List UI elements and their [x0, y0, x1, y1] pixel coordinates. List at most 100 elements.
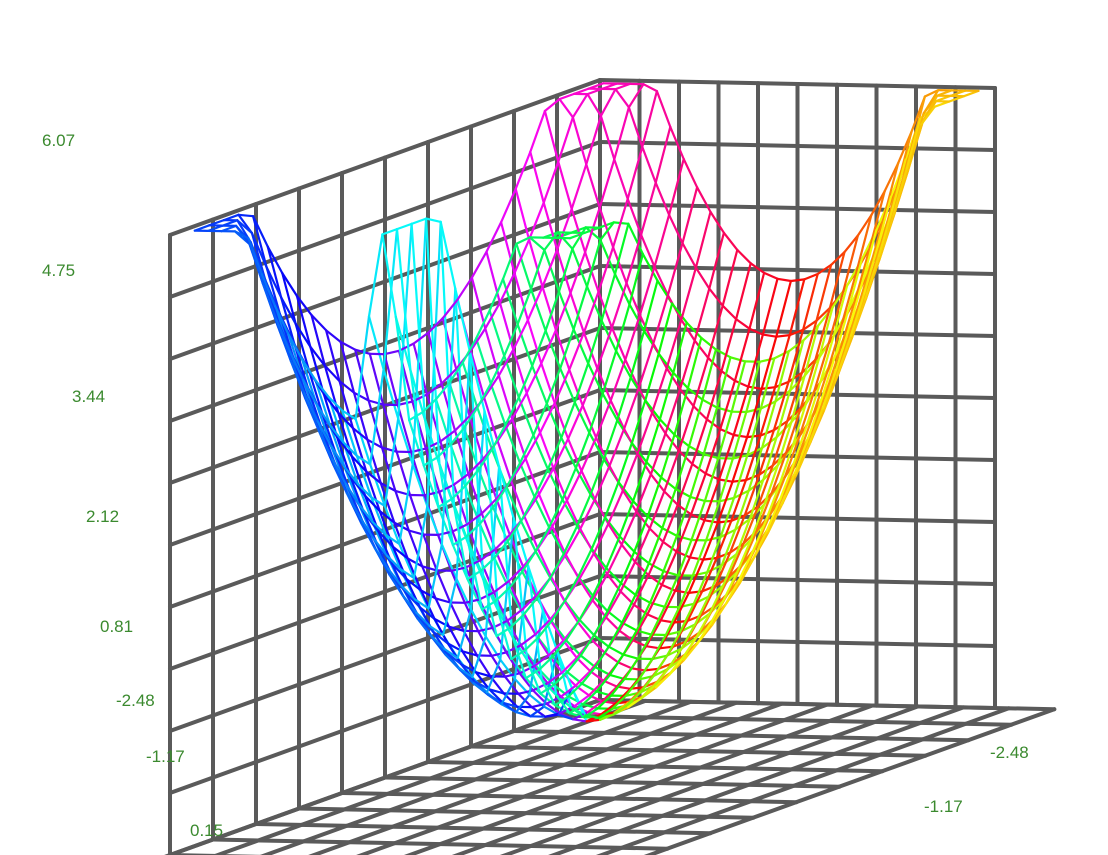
mesh-line: [598, 206, 615, 249]
mesh-line: [602, 679, 619, 688]
mesh-line: [383, 353, 399, 407]
mesh-line: [733, 379, 750, 388]
mesh-line: [776, 277, 793, 283]
z-tick-label: 2.12: [86, 507, 119, 526]
mesh-line: [734, 489, 750, 531]
mesh-line: [485, 250, 501, 304]
mesh-line: [551, 499, 569, 528]
mesh-line: [619, 560, 637, 593]
mesh-line: [892, 167, 908, 217]
mesh-line: [702, 556, 718, 561]
mesh-line: [406, 557, 424, 568]
mesh-line: [854, 245, 872, 301]
mesh-line: [440, 287, 457, 546]
mesh-line: [611, 694, 627, 710]
mesh-line: [728, 542, 745, 554]
mesh-line: [585, 238, 602, 288]
mesh-line: [675, 534, 693, 542]
mesh-line: [408, 411, 424, 422]
mesh-line: [787, 328, 805, 383]
mesh-line: [512, 319, 530, 351]
mesh-line: [569, 706, 586, 719]
mesh-line: [747, 385, 763, 390]
grid-line: [168, 202, 602, 361]
mesh-line: [396, 403, 413, 454]
mesh-line: [608, 673, 626, 681]
mesh-line: [614, 87, 631, 109]
mesh-line: [528, 609, 545, 696]
mesh-line: [627, 106, 644, 148]
mesh-line: [505, 461, 522, 489]
mesh-line: [648, 490, 666, 530]
grid-line: [259, 699, 693, 855]
mesh-line: [518, 434, 535, 465]
mesh-line: [538, 401, 556, 434]
mesh-line: [519, 519, 537, 553]
mesh-line: [371, 520, 387, 537]
mesh-line: [758, 429, 776, 476]
mesh-line: [314, 379, 330, 399]
mesh-line: [628, 303, 646, 332]
mesh-line: [701, 348, 718, 401]
mesh-line: [356, 482, 373, 499]
mesh-line: [734, 517, 751, 531]
mesh-line: [415, 611, 431, 628]
mesh-line: [573, 401, 591, 434]
mesh-line: [422, 533, 438, 572]
mesh-line: [710, 603, 727, 627]
mesh-line: [618, 500, 635, 538]
mesh-line: [488, 278, 505, 312]
mesh-line: [655, 89, 672, 129]
mesh-line: [724, 579, 740, 606]
mesh-line: [688, 556, 705, 561]
mesh-line: [440, 367, 458, 385]
mesh-line: [472, 682, 488, 694]
mesh-line: [341, 409, 357, 421]
mesh-line: [328, 424, 345, 444]
mesh-line: [332, 463, 348, 495]
mesh-line: [653, 667, 670, 687]
mesh-line: [749, 262, 766, 274]
mesh-line: [323, 364, 341, 383]
mesh-line: [579, 498, 597, 531]
mesh-line: [541, 609, 559, 653]
mesh-line: [614, 82, 632, 91]
mesh-line: [519, 495, 536, 523]
mesh-line: [705, 370, 723, 421]
mesh-line: [463, 601, 480, 633]
mesh-line: [720, 528, 737, 567]
mesh-line: [575, 656, 592, 673]
mesh-line: [800, 358, 817, 374]
mesh-line: [366, 438, 382, 485]
mesh-line: [625, 233, 643, 285]
mesh-line: [695, 186, 712, 213]
mesh-line: [606, 543, 623, 576]
mesh-line: [832, 284, 849, 337]
z-tick-label: 6.07: [42, 131, 75, 150]
mesh-line: [587, 362, 604, 395]
mesh-line: [555, 694, 571, 715]
mesh-line: [762, 271, 779, 280]
mesh-line: [876, 195, 893, 248]
mesh-line: [703, 457, 720, 503]
mesh-line: [745, 407, 762, 414]
mesh-line: [300, 358, 317, 382]
mesh-line: [275, 318, 291, 353]
mesh-line: [731, 410, 748, 460]
mesh-line: [620, 510, 638, 546]
mesh-line: [708, 287, 724, 307]
mesh-line: [783, 435, 801, 479]
mesh-line: [393, 521, 409, 560]
mesh-line: [731, 436, 749, 483]
mesh-line: [667, 157, 685, 216]
x-tick-label: -2.48: [116, 691, 155, 710]
mesh-line: [461, 361, 479, 409]
mesh-line: [759, 357, 776, 410]
mesh-line: [679, 602, 695, 633]
grid-line: [168, 388, 602, 547]
mesh-line: [715, 551, 732, 560]
mesh-line: [585, 163, 601, 209]
mesh-line: [591, 599, 608, 619]
mesh-line: [818, 306, 834, 359]
mesh-line: [315, 403, 332, 427]
